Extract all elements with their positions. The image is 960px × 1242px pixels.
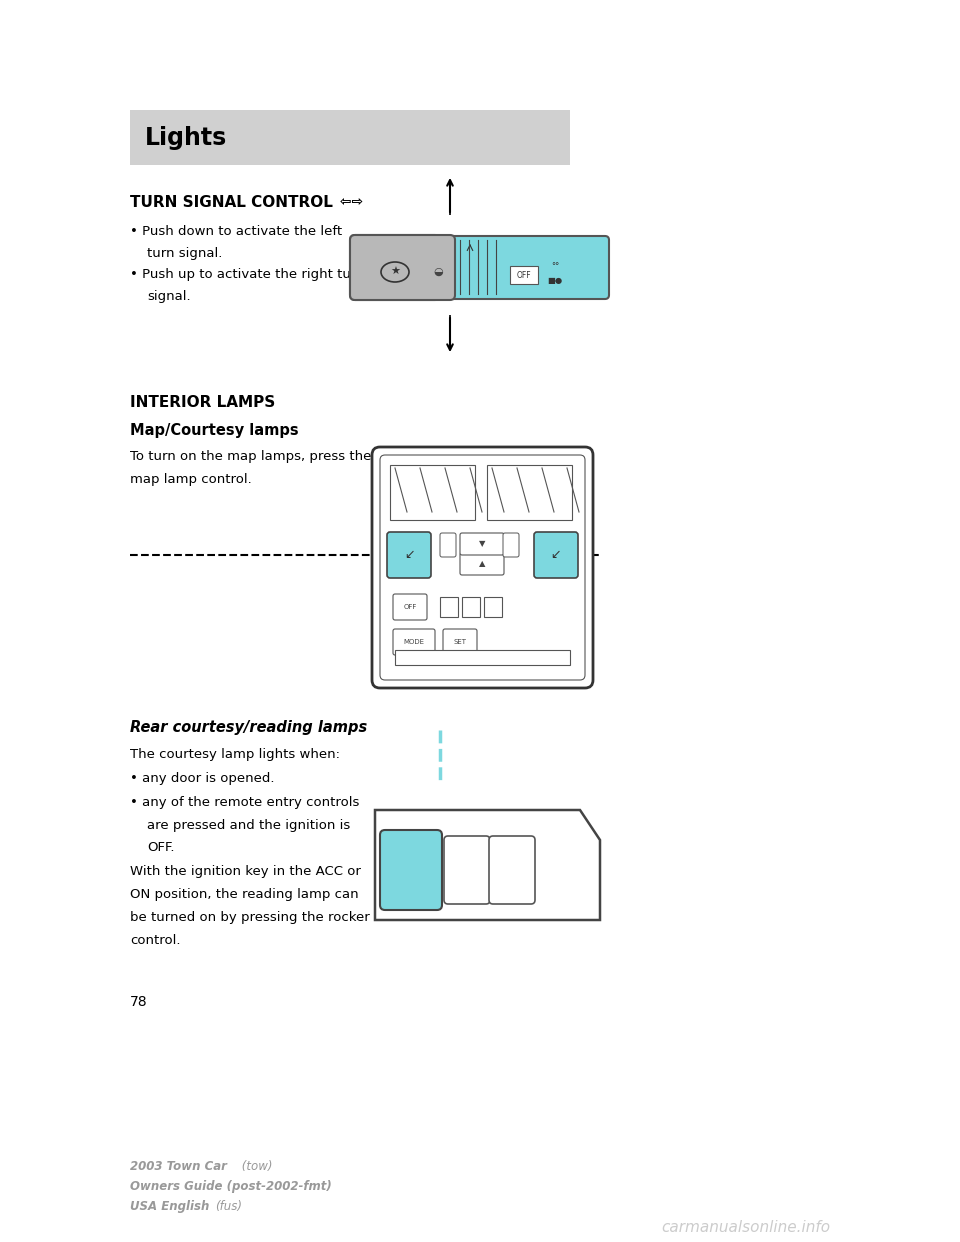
- Text: °°: °°: [551, 262, 559, 272]
- Text: Lights: Lights: [145, 125, 228, 149]
- Text: (tow): (tow): [238, 1160, 273, 1172]
- Text: be turned on by pressing the rocker: be turned on by pressing the rocker: [130, 910, 370, 924]
- Text: ■●: ■●: [547, 276, 563, 284]
- Text: carmanualsonline.info: carmanualsonline.info: [660, 1220, 830, 1235]
- Text: Map/Courtesy lamps: Map/Courtesy lamps: [130, 424, 299, 438]
- FancyBboxPatch shape: [503, 533, 519, 556]
- FancyBboxPatch shape: [444, 836, 490, 904]
- Text: • Push down to activate the left: • Push down to activate the left: [130, 225, 342, 238]
- Text: Owners Guide (post-2002-fmt): Owners Guide (post-2002-fmt): [130, 1180, 332, 1194]
- Text: map lamp control.: map lamp control.: [130, 473, 252, 486]
- Text: are pressed and the ignition is: are pressed and the ignition is: [147, 818, 350, 832]
- Text: ↙: ↙: [404, 549, 415, 561]
- Text: signal.: signal.: [147, 289, 191, 303]
- Text: ↙: ↙: [551, 549, 562, 561]
- Text: ▲: ▲: [479, 559, 485, 569]
- Bar: [487, 465, 572, 520]
- FancyBboxPatch shape: [372, 447, 593, 688]
- Text: To turn on the map lamps, press the: To turn on the map lamps, press the: [130, 450, 372, 463]
- Text: control.: control.: [130, 934, 180, 946]
- FancyBboxPatch shape: [387, 532, 431, 578]
- FancyBboxPatch shape: [350, 235, 440, 301]
- FancyBboxPatch shape: [489, 836, 535, 904]
- Text: TURN SIGNAL CONTROL: TURN SIGNAL CONTROL: [130, 195, 333, 210]
- Text: turn signal.: turn signal.: [147, 247, 223, 260]
- Bar: [440, 597, 458, 617]
- Text: INTERIOR LAMPS: INTERIOR LAMPS: [130, 395, 276, 410]
- Bar: [130, 111, 570, 165]
- FancyBboxPatch shape: [426, 236, 609, 299]
- Text: SET: SET: [453, 638, 467, 645]
- FancyBboxPatch shape: [443, 628, 477, 655]
- Text: Rear courtesy/reading lamps: Rear courtesy/reading lamps: [130, 720, 368, 735]
- Text: • any of the remote entry controls: • any of the remote entry controls: [130, 796, 359, 809]
- Bar: [395, 650, 570, 664]
- Bar: [462, 597, 480, 617]
- Text: ON position, the reading lamp can: ON position, the reading lamp can: [130, 888, 359, 900]
- Bar: [484, 597, 502, 617]
- FancyBboxPatch shape: [393, 594, 427, 620]
- Bar: [390, 465, 475, 520]
- Text: 2003 Town Car: 2003 Town Car: [130, 1160, 227, 1172]
- Text: ⇦⇨: ⇦⇨: [335, 195, 363, 209]
- FancyBboxPatch shape: [420, 248, 455, 298]
- Text: ▼: ▼: [479, 539, 485, 549]
- FancyBboxPatch shape: [350, 235, 455, 301]
- Text: • any door is opened.: • any door is opened.: [130, 773, 275, 785]
- Polygon shape: [375, 810, 600, 920]
- FancyBboxPatch shape: [460, 533, 504, 555]
- FancyBboxPatch shape: [380, 455, 585, 681]
- FancyBboxPatch shape: [440, 533, 456, 556]
- FancyBboxPatch shape: [380, 830, 442, 910]
- FancyBboxPatch shape: [510, 266, 538, 284]
- Text: OFF: OFF: [516, 272, 531, 281]
- Text: With the ignition key in the ACC or: With the ignition key in the ACC or: [130, 864, 361, 878]
- FancyBboxPatch shape: [460, 553, 504, 575]
- Text: ★: ★: [390, 267, 400, 277]
- Text: USA English: USA English: [130, 1200, 213, 1213]
- Text: OFF: OFF: [403, 604, 417, 610]
- Text: (fus): (fus): [215, 1200, 242, 1213]
- Text: • Push up to activate the right turn: • Push up to activate the right turn: [130, 268, 365, 281]
- Text: ◒: ◒: [433, 267, 443, 277]
- FancyBboxPatch shape: [393, 628, 435, 655]
- Bar: [430, 240, 450, 296]
- Text: The courtesy lamp lights when:: The courtesy lamp lights when:: [130, 748, 340, 761]
- Text: OFF.: OFF.: [147, 841, 175, 854]
- Text: MODE: MODE: [403, 638, 424, 645]
- FancyBboxPatch shape: [534, 532, 578, 578]
- Text: 78: 78: [130, 995, 148, 1009]
